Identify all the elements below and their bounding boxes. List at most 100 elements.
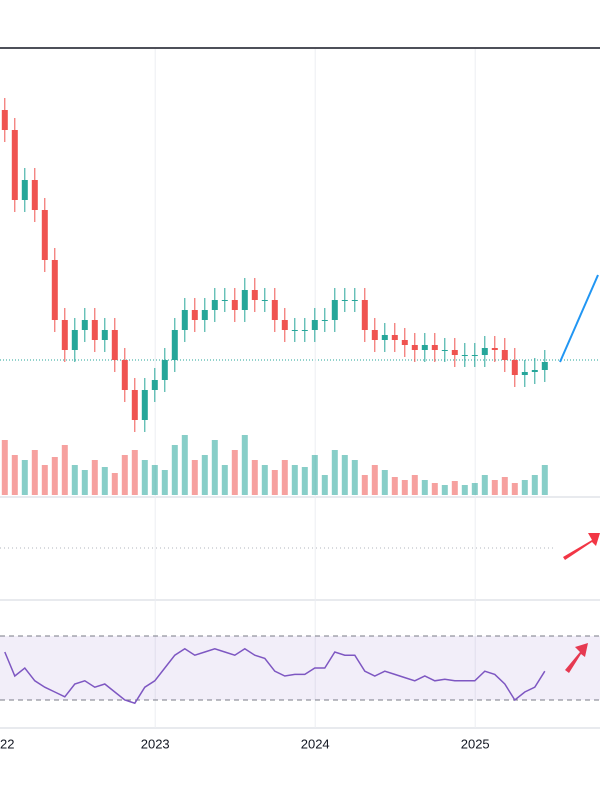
candle-body — [291, 330, 298, 331]
volume-bar — [351, 460, 358, 495]
volume-bar — [241, 435, 248, 495]
volume-bar — [481, 475, 488, 495]
volume-bar — [411, 475, 418, 495]
volume-bar — [11, 455, 18, 495]
volume-bar — [461, 485, 468, 495]
candle-body — [391, 335, 398, 340]
candle-body — [111, 330, 118, 360]
candle-body — [311, 320, 318, 330]
volume-bar — [31, 450, 38, 495]
candle-body — [141, 390, 148, 420]
candle-body — [361, 300, 368, 330]
candle-body — [81, 320, 88, 330]
candle-body — [441, 350, 448, 351]
x-tick-label: 2025 — [461, 736, 490, 751]
candle-body — [1, 110, 8, 130]
candle-body — [211, 300, 218, 310]
volume-bar — [61, 445, 68, 495]
volume-bar — [231, 450, 238, 495]
candle-body — [121, 360, 128, 390]
candle-body — [471, 355, 478, 356]
candle-body — [511, 360, 518, 375]
volume-bar — [451, 481, 458, 495]
volume-bar — [441, 485, 448, 495]
x-tick-label: 2023 — [141, 736, 170, 751]
arrow-icon — [563, 533, 600, 560]
candle-body — [61, 320, 68, 350]
volume-bar — [41, 465, 48, 495]
candle-body — [501, 350, 508, 360]
volume-bar — [181, 435, 188, 495]
candle-body — [151, 380, 158, 390]
candle-body — [231, 300, 238, 310]
volume-bar — [161, 470, 168, 495]
volume-bar — [371, 465, 378, 495]
candle-body — [21, 180, 28, 200]
candle-body — [331, 300, 338, 320]
volume-bar — [401, 480, 408, 495]
volume-bar — [131, 450, 138, 495]
volume-bar — [111, 473, 118, 495]
candle-body — [91, 320, 98, 340]
candle-body — [131, 390, 138, 420]
volume-bar — [391, 477, 398, 495]
volume-bar — [501, 477, 508, 495]
volume-bar — [421, 480, 428, 495]
candle-body — [521, 372, 528, 375]
candle-body — [371, 330, 378, 340]
rsi-line — [4, 647, 546, 705]
x-tick-label: 2024 — [301, 736, 330, 751]
candle-body — [461, 355, 468, 356]
candle-body — [481, 348, 488, 355]
candle-body — [241, 290, 248, 310]
volume-bar — [291, 465, 298, 495]
volume-bar — [191, 460, 198, 495]
candle-body — [531, 370, 538, 372]
volume-bar — [121, 455, 128, 495]
candle-body — [261, 300, 268, 301]
candle-body — [271, 300, 278, 320]
candle-body — [11, 130, 18, 200]
volume-bar — [101, 467, 108, 495]
volume-bar — [201, 455, 208, 495]
projection-line — [559, 274, 599, 363]
volume-bar — [261, 465, 268, 495]
candle-body — [351, 300, 358, 301]
candle-body — [31, 180, 38, 210]
candle-body — [491, 348, 498, 350]
candle-body — [161, 360, 168, 380]
volume-bar — [171, 445, 178, 495]
candle-body — [51, 260, 58, 320]
volume-bar — [331, 450, 338, 495]
volume-bar — [211, 440, 218, 495]
volume-bar — [91, 460, 98, 495]
candle-body — [451, 350, 458, 355]
candle-body — [401, 340, 408, 345]
volume-bar — [281, 460, 288, 495]
volume-bar — [1, 440, 8, 495]
candle-body — [181, 310, 188, 330]
candle-body — [431, 345, 438, 350]
candle-body — [101, 330, 108, 340]
candle-body — [411, 345, 418, 350]
volume-bar — [341, 455, 348, 495]
x-tick-label: 22 — [0, 736, 14, 751]
candle-body — [301, 330, 308, 331]
volume-bar — [491, 480, 498, 495]
candle-body — [281, 320, 288, 330]
volume-bar — [321, 475, 328, 495]
volume-bar — [271, 470, 278, 495]
volume-bar — [511, 483, 518, 495]
volume-bar — [361, 475, 368, 495]
volume-bar — [521, 480, 528, 495]
candle-body — [541, 362, 548, 370]
candle-body — [341, 300, 348, 301]
volume-bar — [531, 475, 538, 495]
volume-bar — [141, 460, 148, 495]
volume-bar — [311, 455, 318, 495]
volume-bar — [21, 460, 28, 495]
candle-body — [71, 330, 78, 350]
